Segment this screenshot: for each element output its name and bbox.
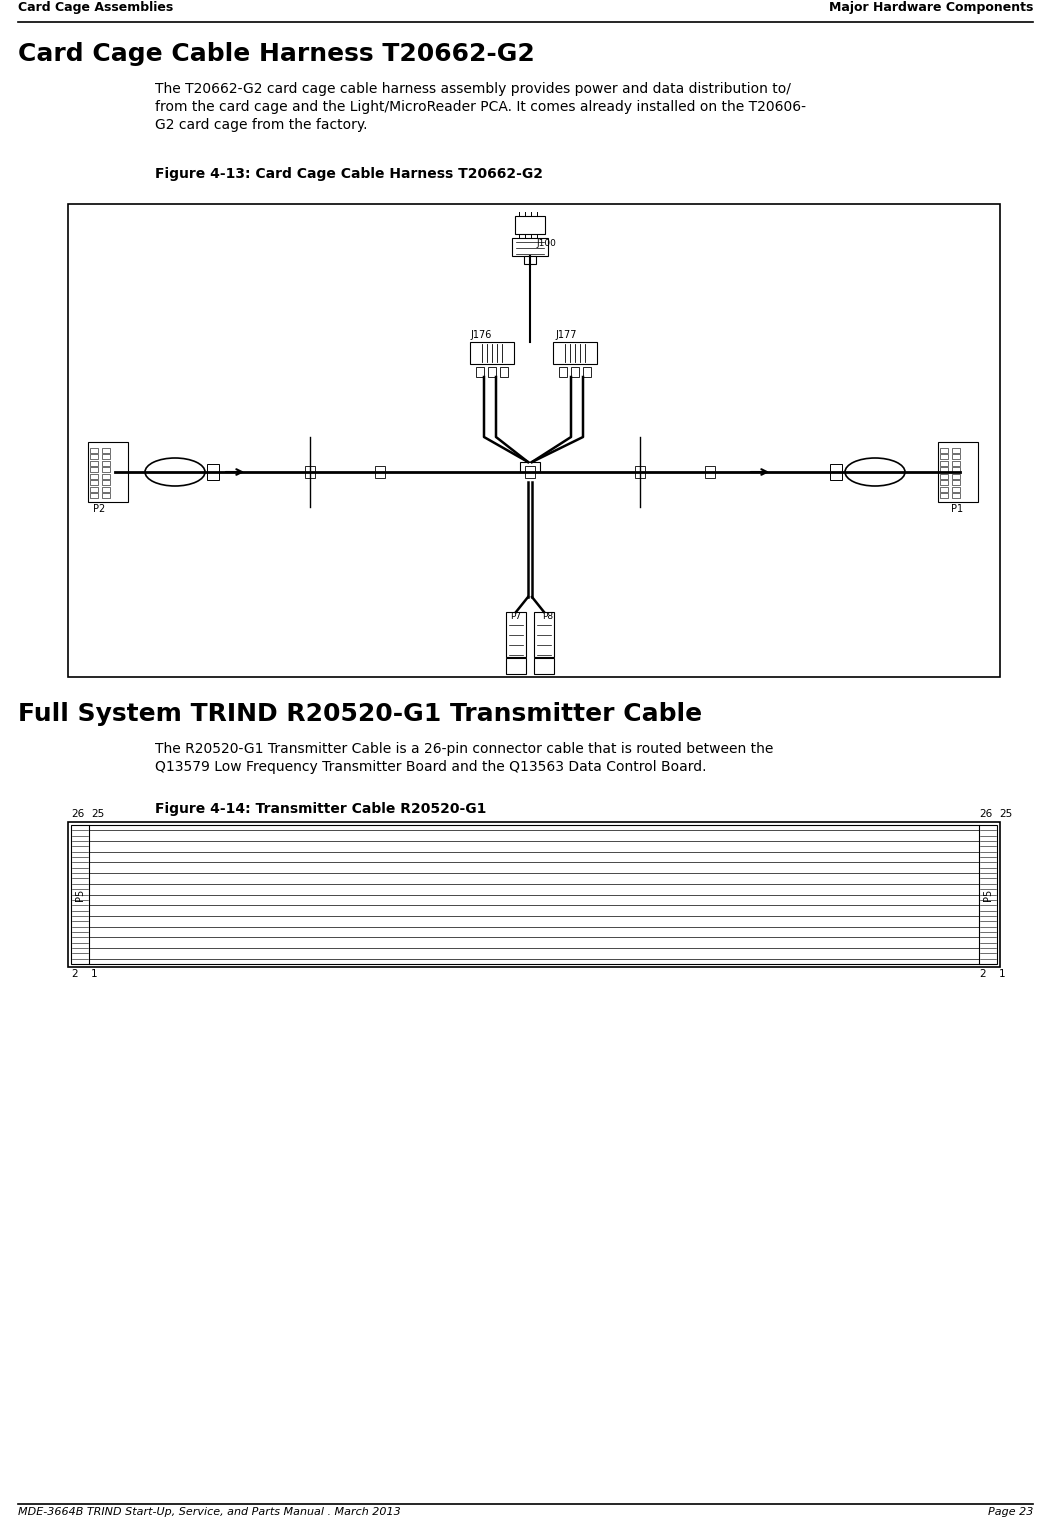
Bar [506, 611, 526, 657]
Text: P8: P8 [542, 611, 553, 620]
Bar [952, 480, 960, 486]
Text: Card Cage Assemblies: Card Cage Assemblies [18, 2, 173, 14]
Bar [90, 480, 98, 486]
Text: P1: P1 [951, 504, 963, 515]
Bar [68, 823, 1000, 967]
Bar [952, 453, 960, 460]
Text: J176: J176 [470, 329, 492, 340]
Bar [470, 342, 514, 365]
Bar [90, 473, 98, 478]
Bar [102, 447, 110, 452]
Bar [534, 659, 554, 674]
Text: Major Hardware Components: Major Hardware Components [828, 2, 1033, 14]
Bar [830, 464, 842, 480]
Bar [506, 659, 526, 674]
Bar [705, 466, 715, 478]
Bar [940, 480, 948, 486]
Bar [940, 461, 948, 466]
Bar [102, 487, 110, 492]
Bar [68, 204, 1000, 677]
Bar [90, 493, 98, 498]
Bar [515, 216, 545, 234]
Text: Page 23: Page 23 [988, 1507, 1033, 1517]
Bar [940, 493, 948, 498]
Bar [940, 453, 948, 460]
Bar [476, 368, 485, 377]
Bar [940, 447, 948, 452]
Bar [940, 487, 948, 492]
Text: MDE-3664B TRIND Start-Up, Service, and Parts Manual . March 2013: MDE-3664B TRIND Start-Up, Service, and P… [18, 1507, 400, 1517]
Bar [90, 487, 98, 492]
Bar [102, 467, 110, 472]
Bar [952, 467, 960, 472]
Text: G2 card cage from the factory.: G2 card cage from the factory. [154, 118, 368, 132]
Bar [553, 342, 597, 365]
Text: 2: 2 [978, 970, 986, 979]
Text: 2: 2 [71, 970, 78, 979]
Text: 26: 26 [978, 809, 992, 820]
Text: Q13579 Low Frequency Transmitter Board and the Q13563 Data Control Board.: Q13579 Low Frequency Transmitter Board a… [154, 760, 706, 774]
Bar [102, 480, 110, 486]
Text: P7: P7 [510, 611, 521, 620]
Text: 1: 1 [1000, 970, 1006, 979]
Bar [102, 493, 110, 498]
Bar [534, 611, 554, 657]
Text: Figure 4-13: Card Cage Cable Harness T20662-G2: Figure 4-13: Card Cage Cable Harness T20… [154, 167, 543, 181]
Text: 26: 26 [71, 809, 84, 820]
Bar [940, 467, 948, 472]
Bar [305, 466, 315, 478]
Ellipse shape [845, 458, 905, 486]
Bar [102, 461, 110, 466]
Text: from the card cage and the Light/MicroReader PCA. It comes already installed on : from the card cage and the Light/MicroRe… [154, 100, 806, 113]
Text: P5: P5 [75, 889, 85, 901]
Bar [978, 826, 997, 964]
Text: Figure 4-14: Transmitter Cable R20520-G1: Figure 4-14: Transmitter Cable R20520-G1 [154, 801, 487, 817]
Bar [90, 447, 98, 452]
Bar [635, 466, 645, 478]
Text: 25: 25 [1000, 809, 1012, 820]
Ellipse shape [145, 458, 205, 486]
Bar [90, 461, 98, 466]
Text: P2: P2 [92, 504, 105, 515]
Text: The R20520-G1 Transmitter Cable is a 26-pin connector cable that is routed betwe: The R20520-G1 Transmitter Cable is a 26-… [154, 741, 774, 755]
Bar [952, 487, 960, 492]
Bar [940, 473, 948, 478]
Bar [952, 461, 960, 466]
Bar [526, 466, 535, 478]
Text: J177: J177 [555, 329, 577, 340]
Bar [583, 368, 591, 377]
Text: J100: J100 [536, 239, 556, 248]
Bar [207, 464, 219, 480]
Bar [71, 826, 89, 964]
Text: P5: P5 [983, 889, 993, 901]
Bar [500, 368, 508, 377]
Bar [524, 256, 536, 264]
Bar [952, 493, 960, 498]
Bar [512, 237, 548, 256]
Bar [559, 368, 566, 377]
Bar [952, 447, 960, 452]
Bar [520, 463, 540, 472]
Bar [102, 453, 110, 460]
Bar [90, 467, 98, 472]
Bar [375, 466, 385, 478]
Text: The T20662-G2 card cage cable harness assembly provides power and data distribut: The T20662-G2 card cage cable harness as… [154, 83, 790, 97]
Text: Full System TRIND R20520-G1 Transmitter Cable: Full System TRIND R20520-G1 Transmitter … [18, 702, 702, 726]
Text: Card Cage Cable Harness T20662-G2: Card Cage Cable Harness T20662-G2 [18, 41, 535, 66]
Bar [102, 473, 110, 478]
Bar [88, 443, 128, 502]
Bar [937, 443, 978, 502]
Bar [571, 368, 579, 377]
Bar [90, 453, 98, 460]
Bar [952, 473, 960, 478]
Text: 25: 25 [91, 809, 104, 820]
Text: 1: 1 [91, 970, 98, 979]
Bar [488, 368, 496, 377]
